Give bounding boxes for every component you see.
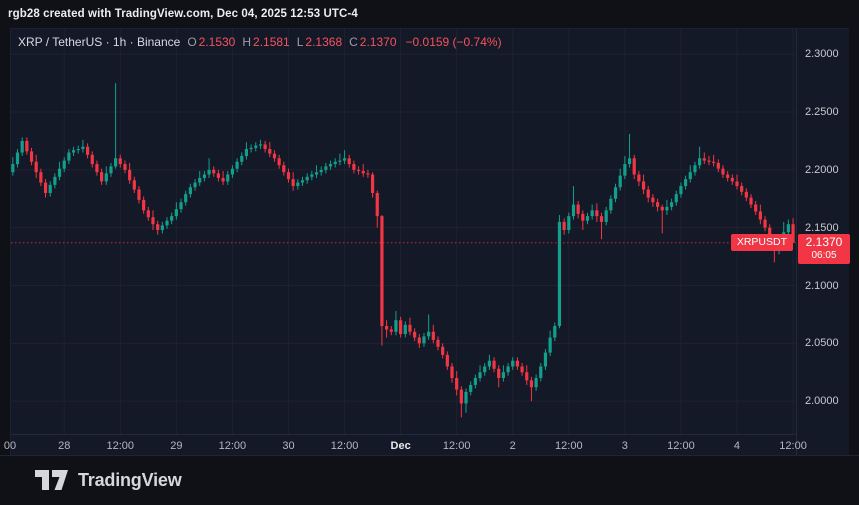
ohlc-high-label: H xyxy=(242,35,252,49)
lightning-refresh-icon xyxy=(769,410,796,434)
time-axis-label: Dec xyxy=(390,440,411,452)
attribution-text: rgb28 created with TradingView.com, Dec … xyxy=(8,8,358,20)
tradingview-logo-icon xyxy=(35,470,68,490)
time-axis-label: 2 xyxy=(509,440,516,452)
time-axis-label: 12:00 xyxy=(555,440,583,452)
price-axis-label: 2.3000 xyxy=(805,48,839,61)
realtime-refresh-button[interactable] xyxy=(769,410,793,434)
last-price-box: 2.1370 06:05 xyxy=(798,233,850,264)
tradingview-logo[interactable]: TradingView xyxy=(35,470,182,491)
time-axis-label: 4 xyxy=(733,440,741,452)
bar-countdown: 06:05 xyxy=(811,249,837,261)
ohlc-low-value: 2.1368 xyxy=(305,35,343,49)
time-axis-label: 12:00 xyxy=(330,440,359,452)
price-axis-label: 2.2500 xyxy=(805,106,839,119)
time-axis-label: 30 xyxy=(282,440,295,452)
candlestick-chart xyxy=(11,29,796,434)
price-axis-label: 2.1500 xyxy=(805,221,839,234)
price-axis-label: 2.1000 xyxy=(805,279,839,292)
price-axis-label: 2.0000 xyxy=(805,395,839,408)
ohlc-close-label: C xyxy=(349,35,358,49)
ohlc-low-label: L xyxy=(296,35,304,49)
ohlc-high-value: 2.1581 xyxy=(253,35,290,49)
footer-bar: TradingView xyxy=(0,455,859,505)
last-price-value: 2.1370 xyxy=(805,234,843,249)
price-axis[interactable]: 2.1370 06:05 2.3000 2.2500 2.2000 2.1500 2.1… xyxy=(796,29,850,456)
time-axis-label: 12:00 xyxy=(779,440,807,452)
time-axis-label: 28 xyxy=(58,440,71,452)
time-axis-label: 12:00 xyxy=(667,440,695,452)
price-axis-label: 2.0500 xyxy=(805,337,839,350)
price-line-symbol-tag: XRPUSDT xyxy=(730,234,793,252)
time-axis-label: 00 xyxy=(3,440,17,452)
tradingview-logo-text: TradingView xyxy=(78,470,182,490)
symbol-title[interactable]: XRP / TetherUS · 1h · Binance xyxy=(18,35,181,49)
ohlc-open-label: O xyxy=(187,35,197,49)
time-axis-label: 3 xyxy=(621,440,628,452)
ohlc-close-value: 2.1370 xyxy=(359,35,397,49)
time-axis[interactable]: 00 28 12:00 29 12:00 30 12:00 Dec 12:00 2 12:00 3 12… xyxy=(4,434,807,456)
time-axis-label: 12:00 xyxy=(106,440,135,452)
time-axis-label: 29 xyxy=(170,440,183,452)
time-axis-label: 12:00 xyxy=(442,440,471,452)
time-axis-label: 12:00 xyxy=(218,440,247,452)
ohlc-open-value: 2.1530 xyxy=(198,35,236,49)
price-change: −0.0159 (−0.74%) xyxy=(405,35,502,49)
price-axis-label: 2.2000 xyxy=(805,163,839,176)
